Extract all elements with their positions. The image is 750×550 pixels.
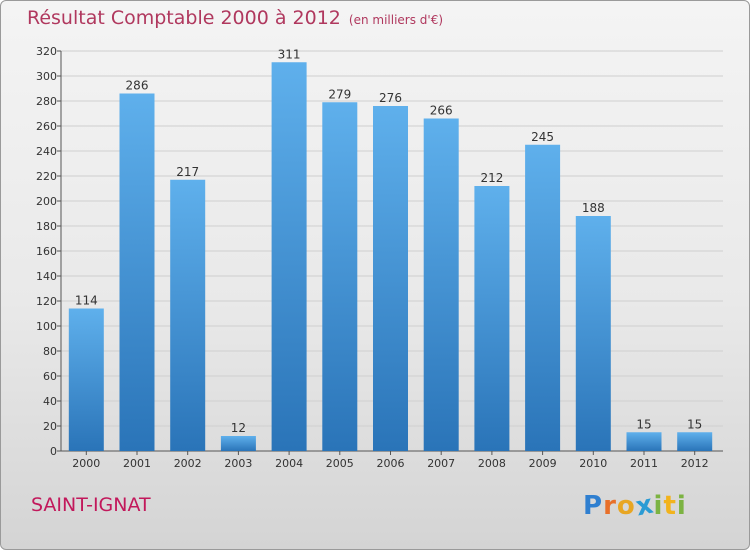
data-label: 276 bbox=[379, 91, 402, 105]
bar-2011 bbox=[626, 432, 662, 451]
bars bbox=[68, 62, 713, 451]
y-tick-label: 280 bbox=[36, 95, 57, 108]
bar-2008 bbox=[474, 186, 510, 451]
y-tick-label: 320 bbox=[36, 45, 57, 58]
y-tick-label: 80 bbox=[43, 345, 57, 358]
x-tick-label: 2004 bbox=[275, 457, 303, 470]
bar-2009 bbox=[525, 144, 561, 451]
data-label: 217 bbox=[176, 165, 199, 179]
y-tick-label: 160 bbox=[36, 245, 57, 258]
y-tick-label: 200 bbox=[36, 195, 57, 208]
data-label: 266 bbox=[430, 104, 453, 118]
logo-letter: o bbox=[616, 491, 636, 521]
logo-letter: P bbox=[583, 491, 604, 521]
bar-2001 bbox=[119, 93, 155, 451]
bar-2002 bbox=[170, 179, 206, 451]
data-label: 188 bbox=[582, 201, 605, 215]
x-tick-label: 2001 bbox=[123, 457, 151, 470]
commune-name: SAINT-IGNAT bbox=[31, 494, 151, 516]
y-tick-label: 240 bbox=[36, 145, 57, 158]
data-label: 286 bbox=[126, 79, 149, 93]
y-tick-label: 0 bbox=[50, 445, 57, 458]
chart-subtitle: (en milliers d'€) bbox=[348, 13, 444, 27]
bar-2010 bbox=[575, 216, 611, 451]
y-tick-labels: 0 20 40 60 80 100 120 140 160 180 200 220 240 260 280 3… bbox=[36, 45, 57, 458]
logo-letter: r bbox=[603, 491, 617, 521]
y-tick-label: 60 bbox=[43, 370, 57, 383]
bar-2006 bbox=[373, 106, 408, 451]
bar-2003 bbox=[220, 436, 256, 451]
data-label: 15 bbox=[687, 417, 702, 431]
data-label: 245 bbox=[531, 130, 554, 144]
proxiti-logo: Proxiti bbox=[583, 489, 687, 522]
bar-2004 bbox=[271, 62, 307, 451]
chart-title-text: Résultat Comptable 2000 à 2012 bbox=[27, 7, 341, 29]
y-tick-label: 40 bbox=[43, 395, 57, 408]
y-tick-label: 20 bbox=[43, 420, 57, 433]
x-tick-label: 2006 bbox=[377, 457, 405, 470]
data-labels: 114 286 217 12 311 279 276 266 212 245 188 15 15 bbox=[75, 47, 702, 435]
chart-title: Résultat Comptable 2000 à 2012 (en millie… bbox=[27, 7, 443, 29]
data-label: 15 bbox=[636, 417, 651, 431]
bar-2012 bbox=[677, 432, 713, 451]
bar-2000 bbox=[68, 308, 104, 451]
bar-2005 bbox=[322, 102, 358, 451]
y-tick-label: 120 bbox=[36, 295, 57, 308]
y-tick-label: 260 bbox=[36, 120, 57, 133]
x-tick-label: 2000 bbox=[72, 457, 100, 470]
data-label: 12 bbox=[231, 421, 246, 435]
x-tick-label: 2011 bbox=[630, 457, 658, 470]
logo-letter: i bbox=[653, 491, 664, 521]
y-tick-label: 220 bbox=[36, 170, 57, 183]
y-tick-label: 180 bbox=[36, 220, 57, 233]
x-tick-labels: 2000 2001 2002 2003 2004 2005 2006 2007 2008 2009… bbox=[72, 457, 708, 470]
x-tick-label: 2002 bbox=[174, 457, 202, 470]
x-tick-label: 2012 bbox=[681, 457, 709, 470]
x-tick-label: 2009 bbox=[529, 457, 557, 470]
x-tick-label: 2010 bbox=[579, 457, 607, 470]
x-tick-label: 2007 bbox=[427, 457, 455, 470]
data-label: 311 bbox=[278, 47, 301, 61]
logo-letter: t bbox=[663, 491, 677, 521]
y-tick-label: 300 bbox=[36, 70, 57, 83]
x-tick-label: 2005 bbox=[326, 457, 354, 470]
data-label: 114 bbox=[75, 294, 98, 308]
logo-letter: i bbox=[676, 491, 687, 521]
bar-2007 bbox=[423, 118, 459, 451]
data-label: 212 bbox=[480, 171, 503, 185]
y-tick-label: 140 bbox=[36, 270, 57, 283]
x-tick-label: 2008 bbox=[478, 457, 506, 470]
y-tick-label: 100 bbox=[36, 320, 57, 333]
data-label: 279 bbox=[328, 87, 351, 101]
x-tick-label: 2003 bbox=[224, 457, 252, 470]
